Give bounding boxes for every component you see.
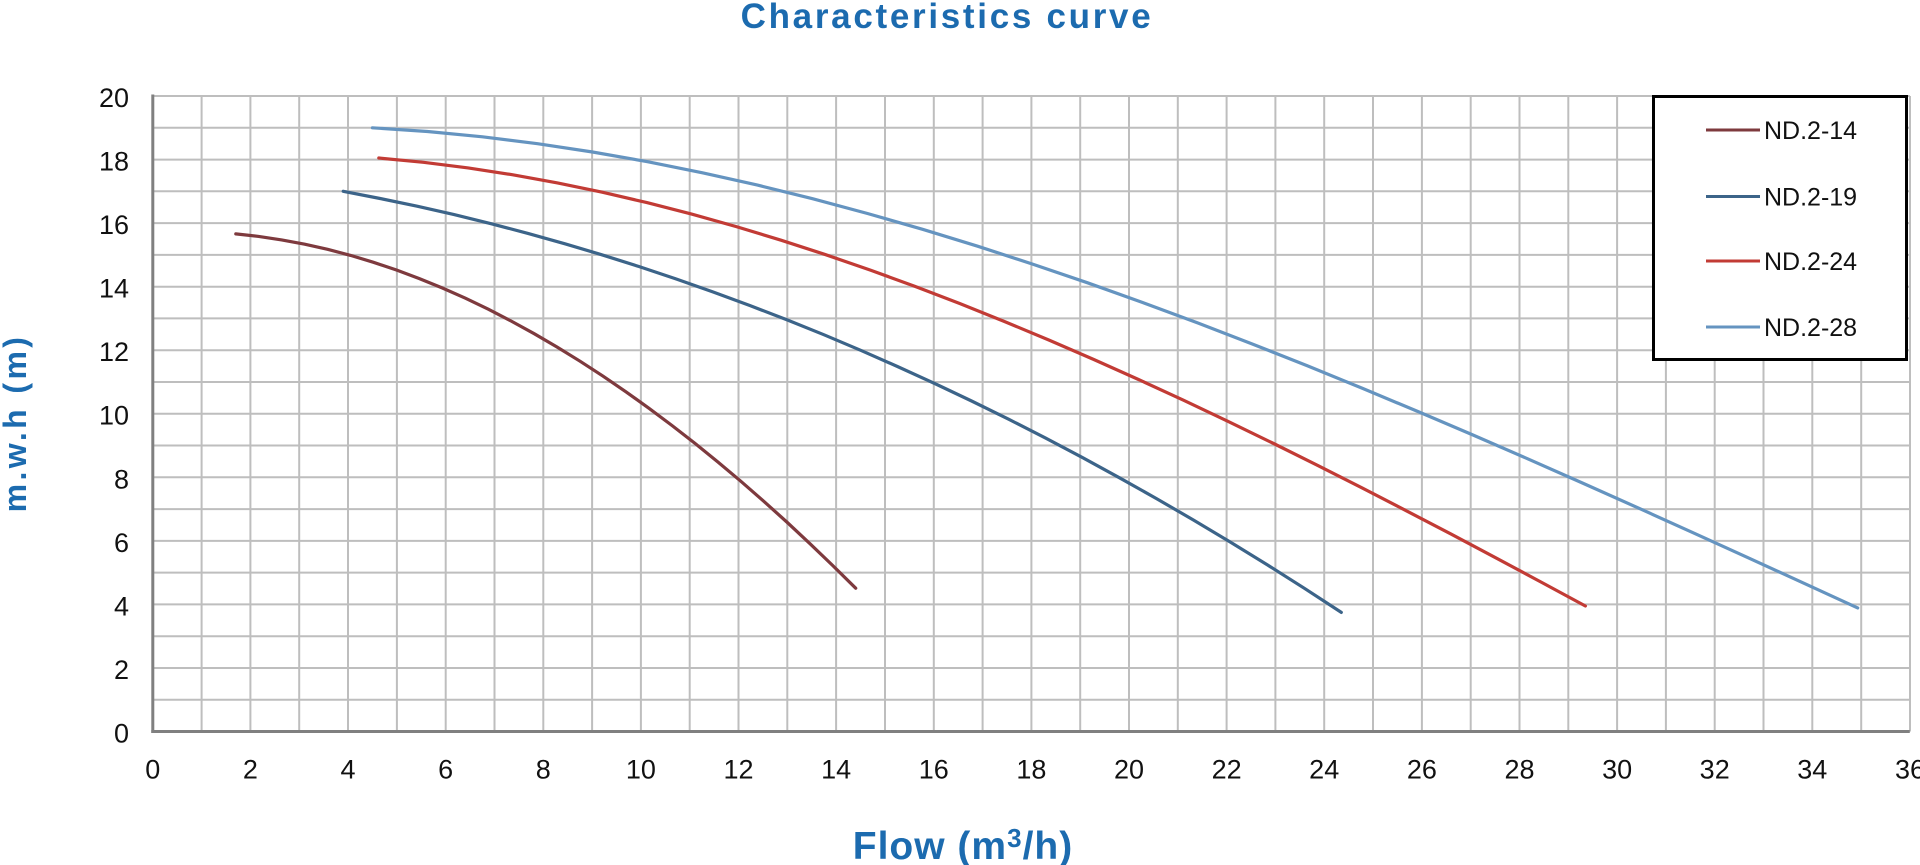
svg-text:32: 32	[1700, 755, 1730, 785]
svg-text:m.w.h (m): m.w.h (m)	[0, 334, 33, 513]
svg-text:14: 14	[821, 755, 851, 785]
svg-text:16: 16	[99, 210, 129, 240]
svg-text:10: 10	[99, 401, 129, 431]
svg-text:20: 20	[99, 83, 129, 113]
svg-text:6: 6	[114, 528, 129, 558]
svg-text:2: 2	[243, 755, 258, 785]
svg-text:10: 10	[626, 755, 656, 785]
svg-text:18: 18	[1016, 755, 1046, 785]
svg-text:12: 12	[723, 755, 753, 785]
svg-text:20: 20	[1114, 755, 1144, 785]
svg-text:2: 2	[114, 655, 129, 685]
svg-text:30: 30	[1602, 755, 1632, 785]
svg-text:12: 12	[99, 337, 129, 367]
svg-text:34: 34	[1797, 755, 1827, 785]
svg-text:ND.2-28: ND.2-28	[1764, 314, 1857, 342]
svg-text:0: 0	[114, 719, 129, 749]
svg-text:22: 22	[1212, 755, 1242, 785]
svg-text:16: 16	[919, 755, 949, 785]
svg-text:14: 14	[99, 274, 129, 304]
svg-text:6: 6	[438, 755, 453, 785]
svg-text:26: 26	[1407, 755, 1437, 785]
svg-text:ND.2-24: ND.2-24	[1764, 248, 1857, 276]
svg-text:0: 0	[145, 755, 160, 785]
svg-text:8: 8	[536, 755, 551, 785]
svg-text:8: 8	[114, 464, 129, 494]
svg-text:ND.2-19: ND.2-19	[1764, 184, 1857, 212]
svg-text:24: 24	[1309, 755, 1339, 785]
svg-text:4: 4	[340, 755, 355, 785]
svg-text:Flow (m3/h): Flow (m3/h)	[853, 823, 1073, 865]
svg-text:ND.2-14: ND.2-14	[1764, 117, 1857, 145]
svg-text:36: 36	[1895, 755, 1920, 785]
svg-text:4: 4	[114, 591, 129, 621]
svg-text:18: 18	[99, 147, 129, 177]
svg-text:28: 28	[1504, 755, 1534, 785]
svg-text:Characteristics curve: Characteristics curve	[741, 0, 1154, 36]
